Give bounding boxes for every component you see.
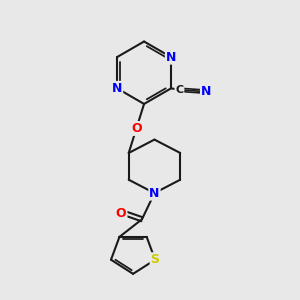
Text: N: N <box>112 82 122 95</box>
Text: C: C <box>175 85 184 95</box>
Text: N: N <box>149 187 160 200</box>
Text: O: O <box>131 122 142 135</box>
Text: O: O <box>116 207 127 220</box>
Text: S: S <box>151 253 160 266</box>
Text: N: N <box>201 85 211 98</box>
Text: N: N <box>166 51 176 64</box>
